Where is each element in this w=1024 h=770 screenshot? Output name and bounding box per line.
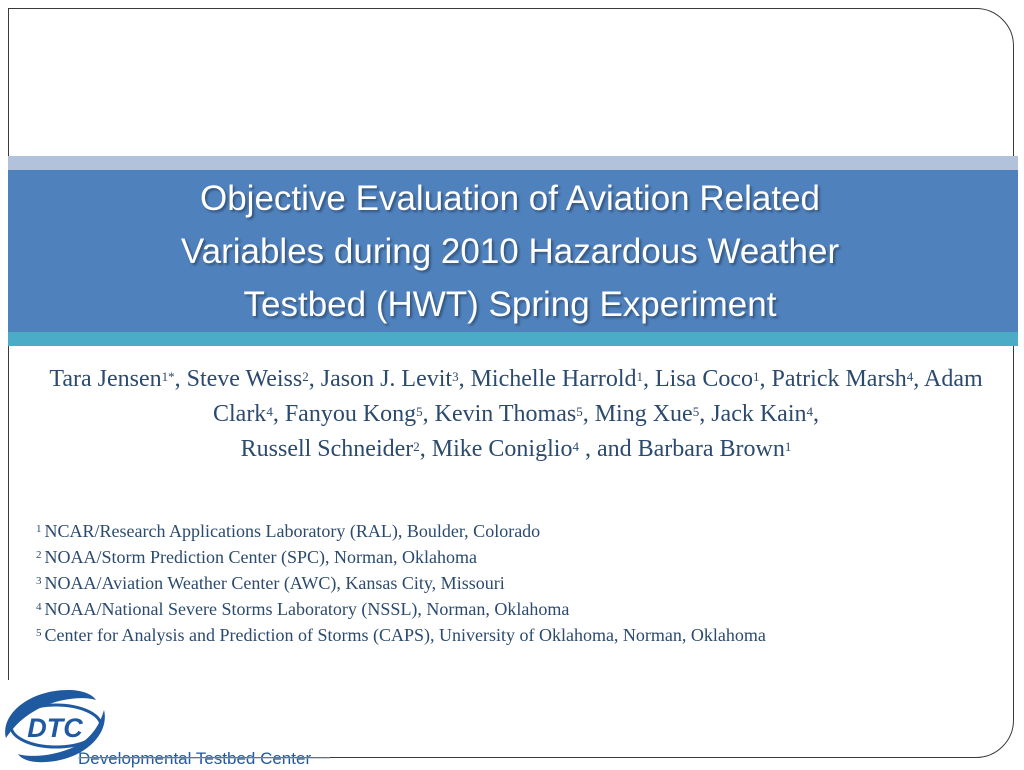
author-name: Kevin Thomas [434, 401, 577, 427]
author-separator: , [643, 366, 655, 392]
author-affil-mark: 3 [452, 369, 459, 384]
author-name: Tara Jensen [49, 366, 162, 392]
author-affil-mark: 1 [636, 369, 644, 384]
affiliation-text: NOAA/Storm Prediction Center (SPC), Norm… [44, 547, 477, 567]
author-separator: , [419, 436, 432, 462]
author-affil-mark: 4 [906, 369, 914, 384]
author-affil-mark: 4 [572, 439, 579, 454]
title-line: Testbed (HWT) Spring Experiment [243, 285, 777, 324]
author-affil-mark: 4 [266, 404, 273, 419]
affiliation-text: Center for Analysis and Prediction of St… [44, 625, 766, 645]
author-separator: , [582, 401, 595, 427]
title-band [8, 170, 1018, 332]
author-name: Lisa Coco [655, 366, 753, 392]
author-affil-mark: 4 [806, 404, 814, 419]
author-affil-mark: 2 [413, 439, 420, 454]
author-separator: , [174, 366, 187, 392]
author-list: Tara Jensen1*, Steve Weiss2, Jason J. Le… [36, 362, 996, 467]
author-name: Michelle Harrold [470, 366, 637, 392]
title-bottom-stripe [8, 332, 1018, 346]
affiliation-number: 3 [36, 575, 42, 587]
title-line: Variables during 2010 Hazardous Weather [180, 232, 840, 271]
affiliation-number: 4 [36, 601, 42, 613]
globe-swoosh-icon [5, 690, 105, 763]
author-separator: , [813, 401, 819, 427]
affiliation-item: 1 NCAR/Research Applications Laboratory (… [36, 518, 996, 544]
author-affil-mark: 1* [161, 369, 175, 384]
author-name: Russell Schneider [240, 436, 414, 462]
author-affil-mark: 5 [416, 404, 423, 419]
author-name: Patrick Marsh [771, 366, 907, 392]
author-separator: , [699, 401, 712, 427]
author-name: Jason J. Levit [320, 366, 453, 392]
slide-frame [8, 8, 1014, 758]
dtc-logo: DTC Developmental Testbed Center [5, 690, 330, 768]
author-name: Barbara Brown [637, 436, 785, 462]
author-affil-mark: 2 [302, 369, 309, 384]
title-top-stripe [8, 156, 1018, 170]
author-separator: , [458, 366, 471, 392]
author-affil-mark: 1 [752, 369, 760, 384]
author-name: Steve Weiss [186, 366, 303, 392]
author-separator: , [272, 401, 285, 427]
author-name: Fanyou Kong [284, 401, 417, 427]
affiliation-item: 4 NOAA/National Severe Storms Laboratory … [36, 596, 996, 622]
affiliation-text: NOAA/Aviation Weather Center (AWC), Kans… [44, 573, 505, 593]
logo-acronym: DTC [27, 713, 83, 743]
slide-title: Objective Evaluation of Aviation Related… [60, 172, 960, 331]
author-affil-mark: 1 [784, 439, 792, 454]
author-affil-mark: 5 [576, 404, 583, 419]
affiliation-text: NCAR/Research Applications Laboratory (R… [44, 521, 541, 541]
author-name: Mike Coniglio [431, 436, 573, 462]
author-name: Adam Clark [212, 366, 983, 427]
affiliation-text: NOAA/National Severe Storms Laboratory (… [44, 599, 570, 619]
author-separator: , [422, 401, 435, 427]
affiliation-item: 3 NOAA/Aviation Weather Center (AWC), Kan… [36, 570, 996, 596]
author-affil-mark: 5 [692, 404, 700, 419]
author-name: Jack Kain [711, 401, 807, 427]
affiliation-item: 5 Center for Analysis and Prediction of S… [36, 622, 996, 648]
author-separator: , and [578, 436, 638, 462]
title-line: Objective Evaluation of Aviation Related [199, 179, 821, 218]
author-separator: , [308, 366, 321, 392]
author-separator: , [759, 366, 772, 392]
author-separator: , [913, 366, 924, 392]
author-name: Ming Xue [594, 401, 693, 427]
affiliation-number: 2 [36, 549, 42, 561]
affiliation-number: 1 [36, 523, 42, 535]
affiliation-list: 1 NCAR/Research Applications Laboratory (… [36, 518, 996, 648]
affiliation-number: 5 [36, 627, 42, 639]
affiliation-item: 2 NOAA/Storm Prediction Center (SPC), Nor… [36, 544, 996, 570]
